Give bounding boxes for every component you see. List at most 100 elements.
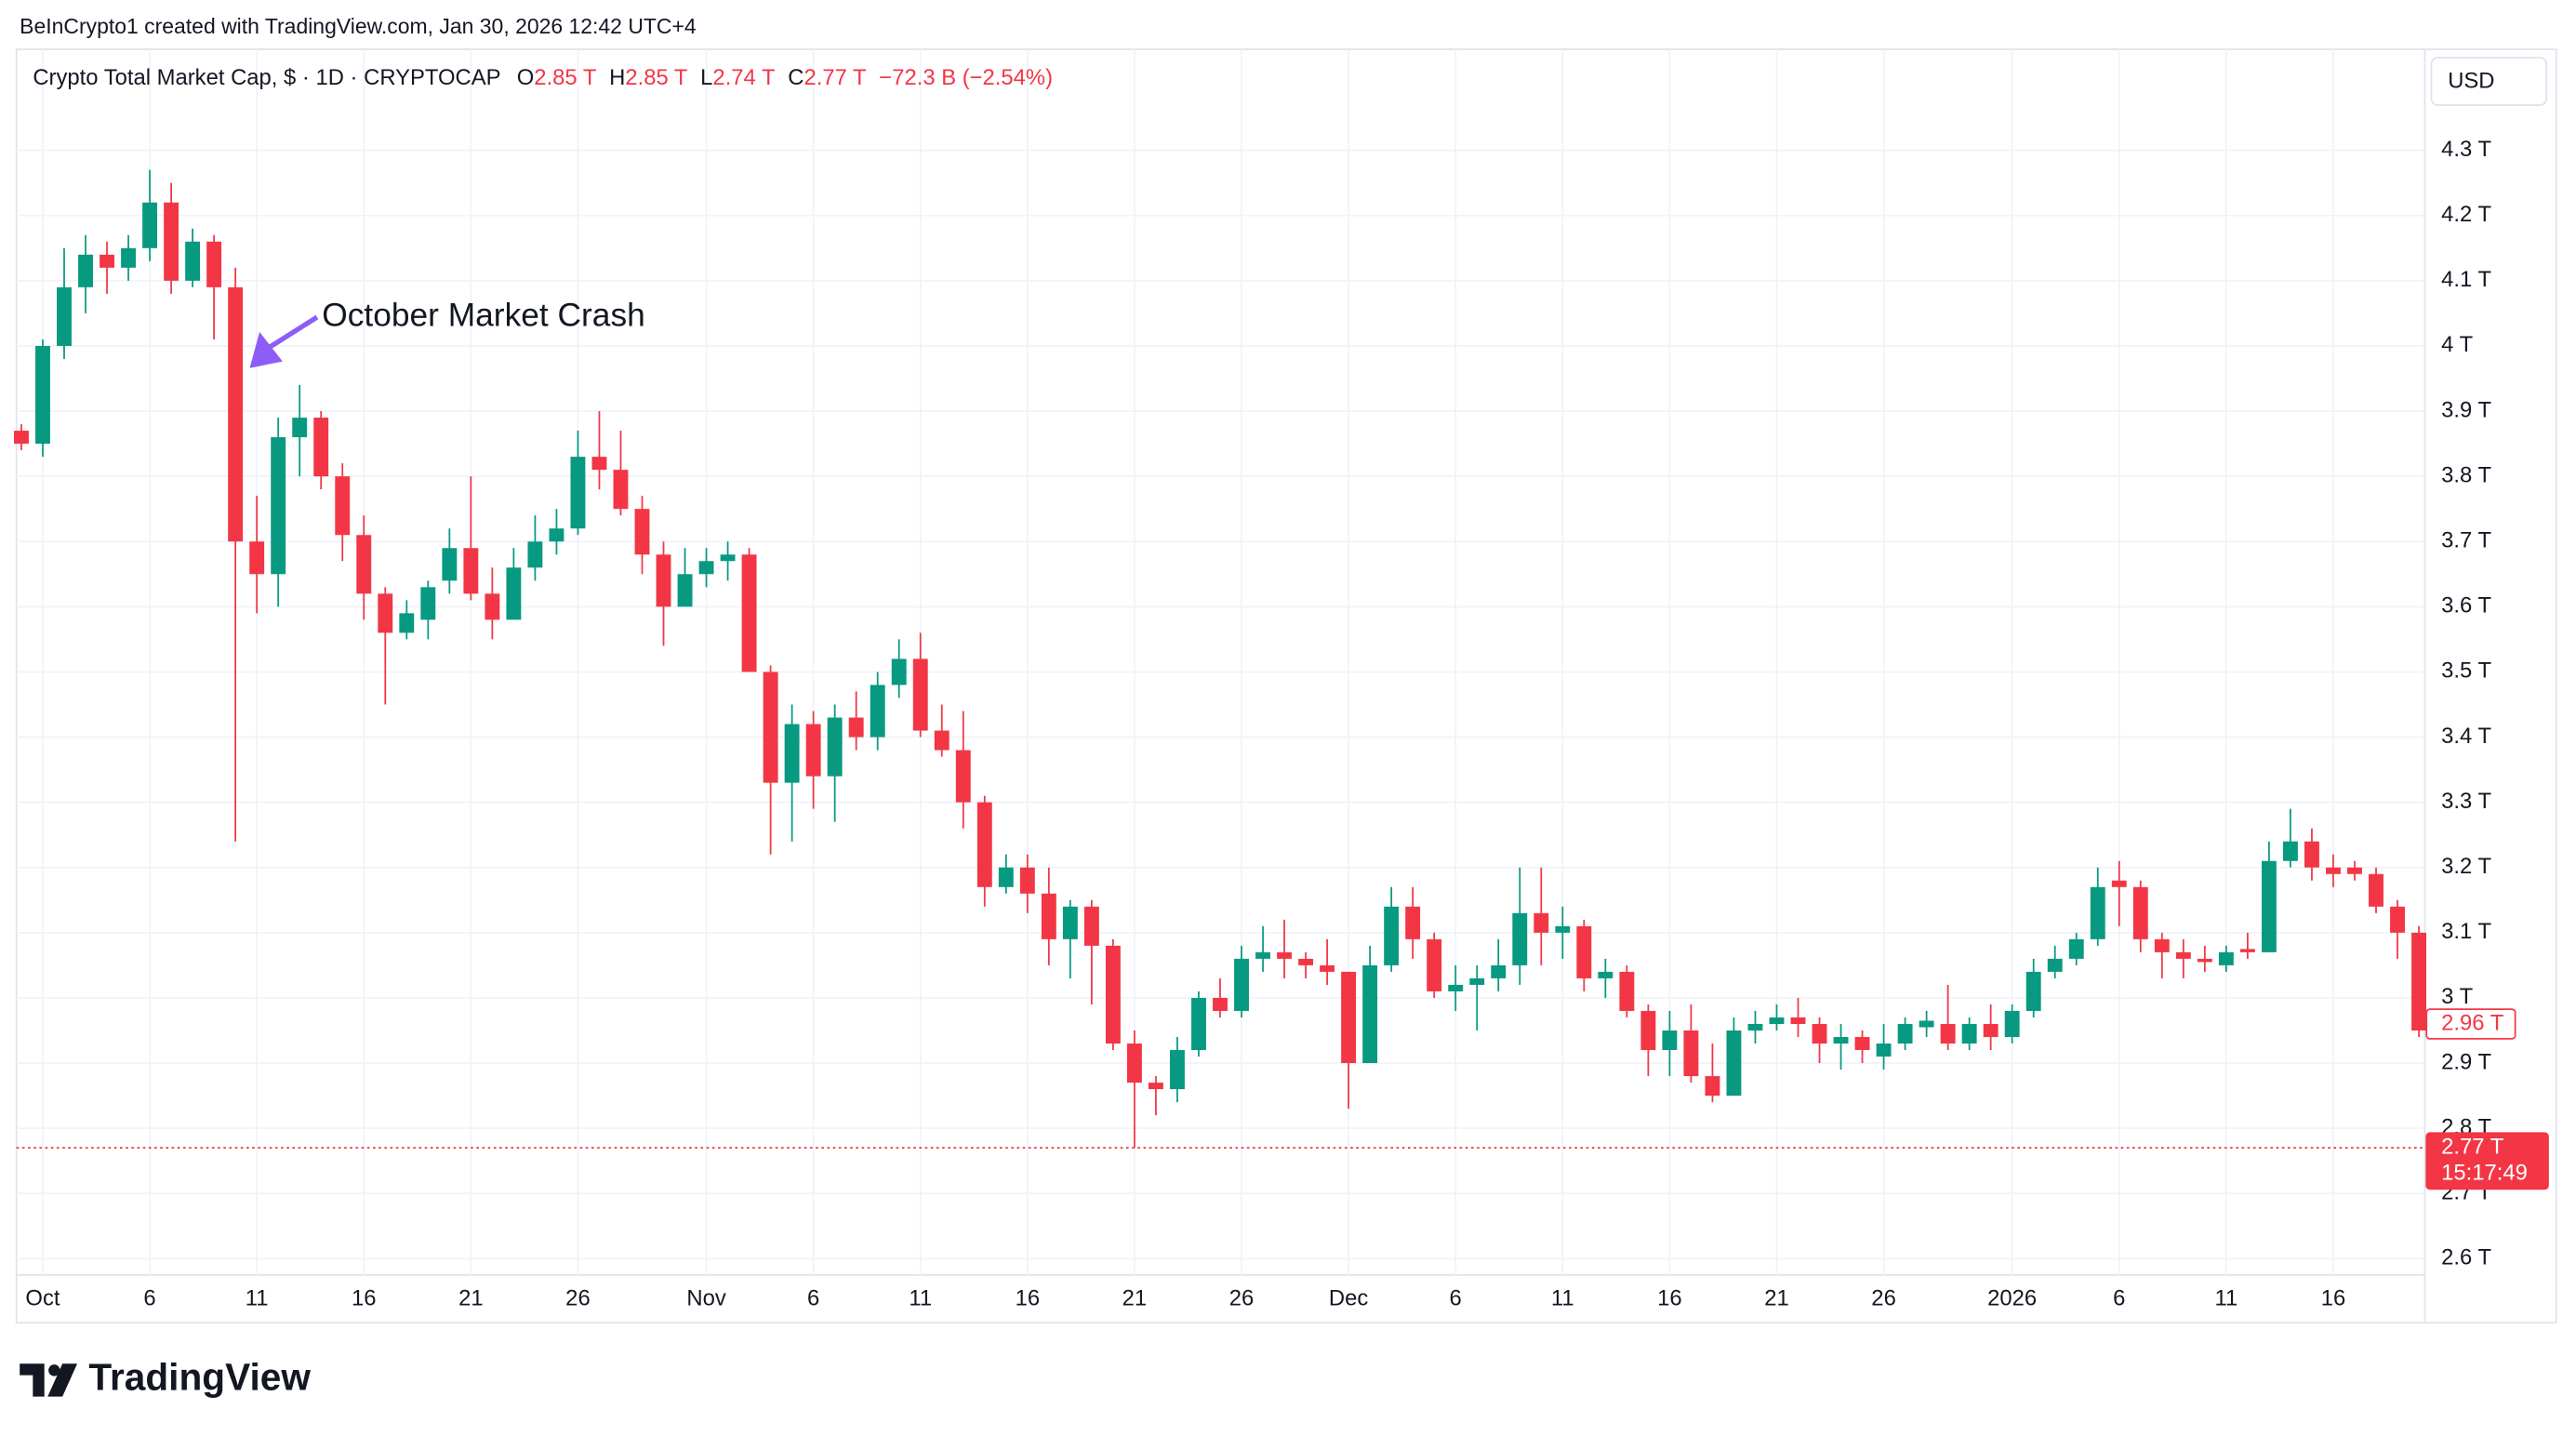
ohlc-value: 2.74 T bbox=[712, 65, 776, 90]
candle-body bbox=[2025, 971, 2041, 1011]
candle-body bbox=[2218, 951, 2234, 965]
candle-body bbox=[1983, 1023, 1998, 1038]
candle-body bbox=[827, 717, 843, 777]
annotation-arrow-line bbox=[266, 314, 319, 351]
candle-body bbox=[1234, 958, 1249, 1011]
candle-body bbox=[2304, 841, 2319, 868]
x-tick-label: 6 bbox=[2113, 1286, 2125, 1311]
x-tick-label: 21 bbox=[458, 1286, 484, 1311]
candle-body bbox=[1876, 1044, 1892, 1057]
candle-body bbox=[527, 541, 543, 568]
candle-body bbox=[206, 241, 222, 287]
candle-body bbox=[14, 431, 29, 445]
annotation-arrow-head bbox=[249, 331, 283, 368]
price-marker bbox=[2425, 1132, 2549, 1190]
candle-body bbox=[1255, 951, 1270, 959]
candle-body bbox=[634, 509, 650, 555]
y-tick-label: 3.7 T bbox=[2441, 528, 2491, 553]
candle-body bbox=[763, 671, 778, 783]
price-marker bbox=[2425, 1008, 2516, 1040]
candle-body bbox=[506, 567, 522, 620]
candle-body bbox=[720, 554, 736, 562]
candle-body bbox=[1062, 906, 1078, 939]
candle-body bbox=[1427, 938, 1442, 991]
y-tick-label: 3.5 T bbox=[2441, 658, 2491, 684]
x-tick-label: 6 bbox=[1450, 1286, 1462, 1311]
candles bbox=[14, 169, 2426, 1149]
logo-icon bbox=[47, 1363, 78, 1397]
y-tick-label: 3.6 T bbox=[2441, 593, 2491, 618]
ohlc-key: L bbox=[700, 65, 712, 90]
candle-body bbox=[934, 730, 949, 751]
candle-body bbox=[249, 541, 265, 575]
candle-body bbox=[100, 254, 114, 268]
candle-body bbox=[1448, 984, 1464, 991]
candle-body bbox=[1640, 1010, 1656, 1051]
candle-body bbox=[463, 548, 479, 594]
candle-body bbox=[976, 802, 992, 887]
currency[interactable]: USD bbox=[2448, 69, 2494, 94]
x-tick-label: 11 bbox=[246, 1286, 269, 1311]
candle-body bbox=[35, 345, 50, 445]
y-tick-label: 4.1 T bbox=[2441, 267, 2491, 292]
candle-body bbox=[1833, 1037, 1849, 1044]
candle-body bbox=[1705, 1076, 1720, 1097]
y-tick-label: 4.3 T bbox=[2441, 137, 2491, 162]
candle-body bbox=[1083, 906, 1099, 946]
candle-body bbox=[2411, 932, 2426, 1030]
credit: BeInCrypto1 created with TradingView.com… bbox=[20, 14, 697, 38]
candle-body bbox=[2004, 1010, 2020, 1038]
candle-body bbox=[271, 437, 286, 575]
candle-body bbox=[1105, 945, 1121, 1044]
candle-body bbox=[420, 587, 436, 620]
candle-body bbox=[1683, 1030, 1699, 1077]
candle-body bbox=[1555, 925, 1571, 933]
candle-body bbox=[2197, 958, 2212, 963]
candle-body bbox=[185, 241, 201, 281]
candle-body bbox=[1191, 997, 1206, 1051]
candle-body bbox=[1919, 1020, 1934, 1028]
candle-body bbox=[549, 528, 564, 542]
candle-body bbox=[656, 554, 671, 607]
candle-body bbox=[2175, 951, 2191, 959]
price-marker-label: 2.96 T bbox=[2441, 1010, 2504, 1035]
candle-body bbox=[613, 470, 629, 510]
candle-body bbox=[2347, 867, 2362, 874]
y-tick-label: 3.9 T bbox=[2441, 397, 2491, 422]
candle-body bbox=[848, 717, 864, 738]
candle-body bbox=[1469, 977, 1485, 985]
logo: TradingView bbox=[20, 1356, 311, 1399]
candle-body bbox=[1576, 925, 1592, 978]
y-tick-label: 2.9 T bbox=[2441, 1049, 2491, 1074]
candle-body bbox=[1277, 951, 1293, 959]
candle-body bbox=[1940, 1023, 1956, 1044]
ohlc-value: 2.85 T bbox=[625, 65, 688, 90]
x-tick-label: Nov bbox=[686, 1286, 725, 1311]
candle-body bbox=[591, 457, 607, 471]
x-tick-label: 11 bbox=[2215, 1286, 2238, 1311]
candle-body bbox=[335, 476, 351, 536]
candle-body bbox=[292, 418, 308, 438]
candle-body bbox=[1405, 906, 1421, 939]
candle-body bbox=[2068, 938, 2084, 959]
annotation: October Market Crash bbox=[322, 297, 645, 333]
candle-body bbox=[998, 867, 1014, 887]
ohlc-key: O bbox=[517, 65, 535, 90]
ohlc-value: 2.77 T bbox=[803, 65, 867, 90]
candle-body bbox=[1747, 1023, 1763, 1030]
candle-body bbox=[2390, 906, 2405, 933]
x-tick-label: 16 bbox=[2321, 1286, 2346, 1311]
currency-button[interactable] bbox=[2430, 56, 2548, 106]
y-tick-label: 3.4 T bbox=[2441, 724, 2491, 749]
logo-icon bbox=[20, 1363, 45, 1397]
candle-body bbox=[1619, 971, 1635, 1011]
candle-body bbox=[1534, 912, 1549, 933]
candle-body bbox=[78, 254, 93, 287]
price-countdown: 15:17:49 bbox=[2441, 1161, 2528, 1186]
candle-body bbox=[1170, 1050, 1185, 1090]
logo-icon bbox=[48, 1364, 60, 1376]
x-tick-label: 26 bbox=[565, 1286, 591, 1311]
candle-body bbox=[870, 685, 885, 738]
y-tick-label: 3.8 T bbox=[2441, 462, 2491, 487]
